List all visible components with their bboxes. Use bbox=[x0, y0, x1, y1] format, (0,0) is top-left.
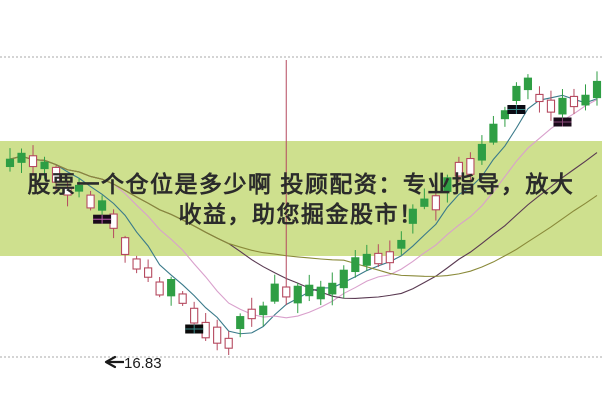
svg-text:16.83: 16.83 bbox=[124, 355, 162, 372]
